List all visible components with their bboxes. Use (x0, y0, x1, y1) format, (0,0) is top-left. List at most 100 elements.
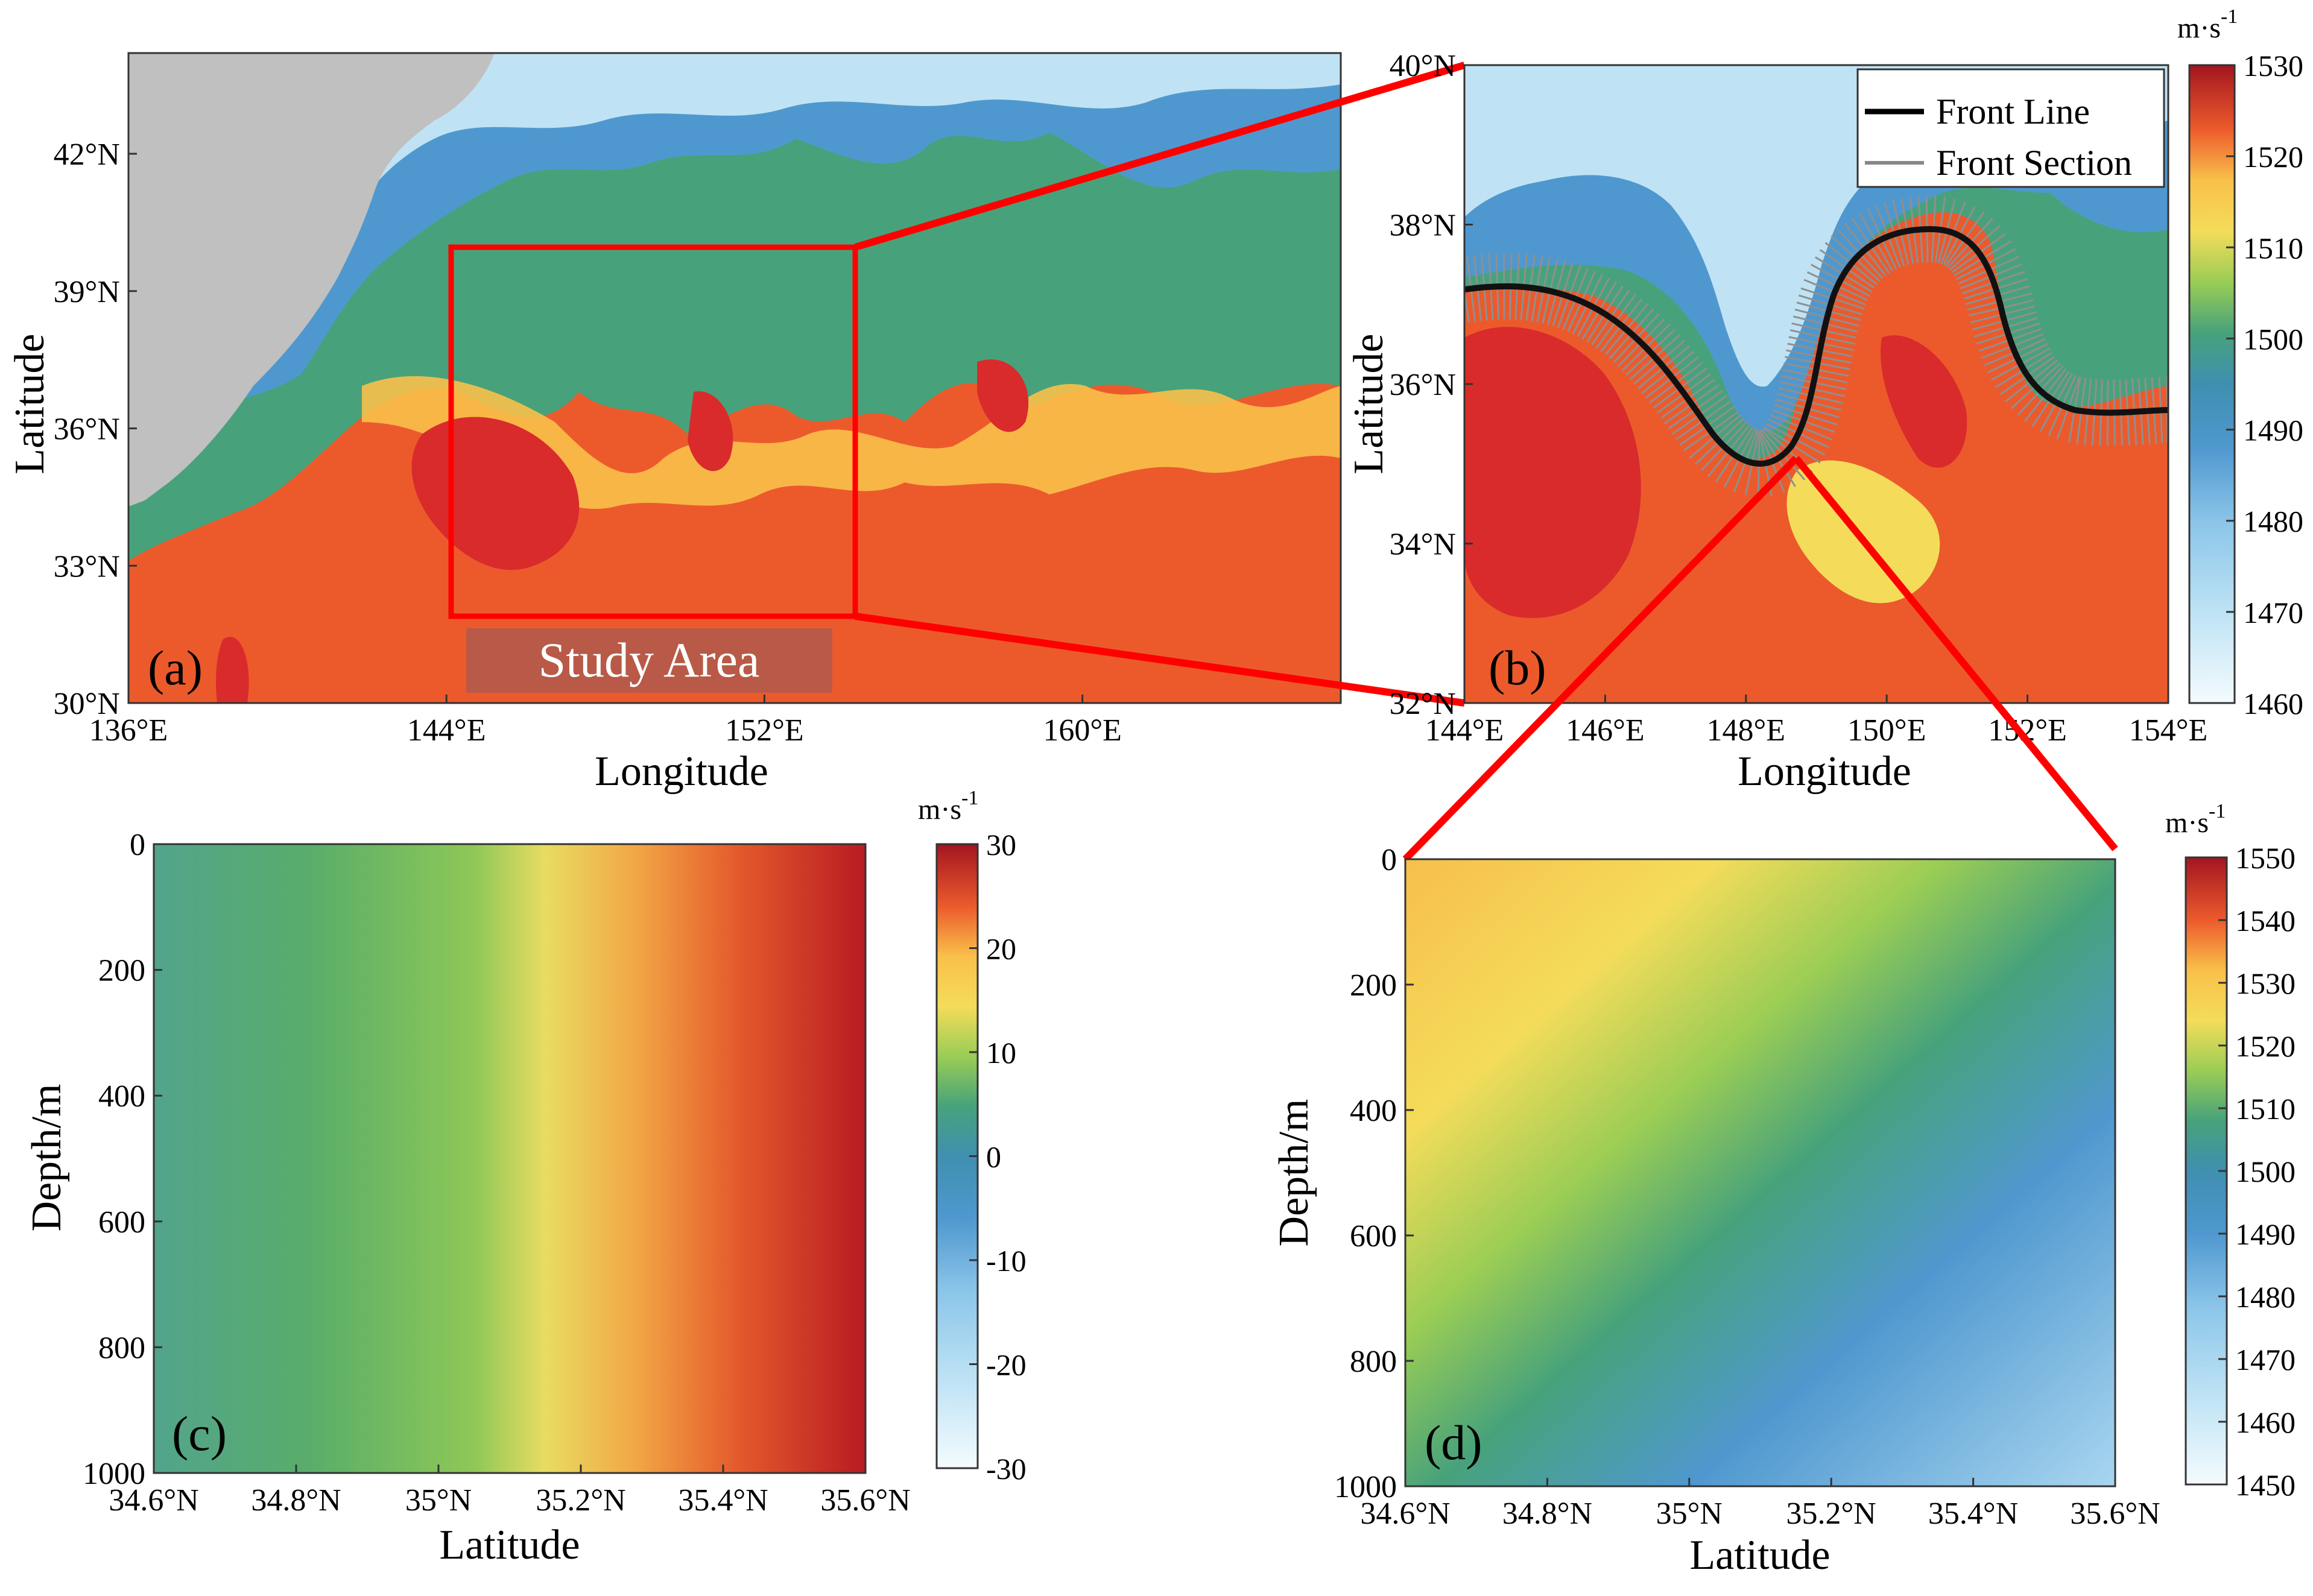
panel-b-legend: Front Line Front Section (1856, 68, 2165, 188)
xtick-label: 154°E (2129, 713, 2208, 748)
panel-b-colorbar-ticks: 1460 1470 1480 1490 1500 1510 1520 1530 (2226, 49, 2303, 721)
colorbar-tick-label: 30 (986, 828, 1016, 862)
panel-c-colorbar: 30 20 10 0 -10 -20 -30 m·s-1 (918, 787, 1027, 1486)
legend-front-section-label: Front Section (1936, 143, 2132, 183)
ytick-label: 800 (1350, 1345, 1397, 1379)
xtick-label: 144°E (1425, 713, 1504, 748)
ytick-label: 36°N (54, 412, 120, 447)
xtick-label: 136°E (89, 713, 168, 748)
colorbar-tick-label: -10 (986, 1244, 1027, 1278)
panel-a-coldest-waters (128, 53, 1341, 386)
panel-b-colorbar-bar (2188, 64, 2236, 704)
colorbar-tick-label: 10 (986, 1036, 1016, 1070)
xtick-label: 152°E (725, 713, 804, 748)
xtick-label: 34.6°N (1360, 1497, 1450, 1531)
xtick-label: 146°E (1566, 713, 1645, 748)
xtick-label: 34.6°N (109, 1483, 198, 1518)
panel-a-yticks: 30°N 33°N 36°N 39°N 42°N (54, 137, 137, 721)
panel-c-ylabel: Depth/m (24, 1084, 70, 1232)
xtick-label: 35°N (1656, 1497, 1723, 1531)
xtick-label: 160°E (1043, 713, 1122, 748)
xtick-label: 35.2°N (1786, 1497, 1876, 1531)
ytick-label: 600 (98, 1205, 145, 1240)
panel-c-colorbar-unit: m·s-1 (918, 787, 978, 825)
panel-d-colorbar-unit: m·s-1 (2165, 800, 2226, 839)
study-area-label-bg (466, 628, 832, 693)
panel-d-frame (1404, 858, 2116, 1487)
xtick-label: 35.6°N (820, 1483, 910, 1518)
ytick-label: 42°N (54, 137, 120, 172)
panel-d-ylabel: Depth/m (1271, 1099, 1317, 1247)
xtick-label: 35.2°N (536, 1483, 625, 1518)
colorbar-tick-label: -20 (986, 1348, 1027, 1382)
panel-b-ylabel: Latitude (1346, 333, 1392, 474)
ytick-label: 200 (98, 954, 145, 988)
panel-b-coldest-waters (1464, 65, 2168, 387)
ytick-label: 400 (98, 1079, 145, 1114)
panel-b-yticks: 32°N 34°N 36°N 38°N 40°N (1390, 49, 1473, 721)
xtick-label: 144°E (407, 713, 486, 748)
panel-d-unit-exp: -1 (2209, 800, 2226, 822)
zoom-line-top (854, 62, 1466, 251)
panel-b-warm-core (1464, 327, 1641, 619)
panel-d-colorbar-bar (2185, 856, 2228, 1486)
front-section-line (1464, 282, 1470, 323)
colorbar-tick-label: 1530 (2235, 967, 2296, 1000)
panel-b: Front Line Front Section (b) 144°E 146°E 1… (1346, 5, 2303, 795)
ytick-label: 36°N (1390, 368, 1456, 402)
panel-c-letter: (c) (172, 1406, 227, 1461)
colorbar-tick-label: 1520 (2235, 1029, 2296, 1063)
colorbar-tick-label: 1540 (2235, 904, 2296, 938)
ytick-label: 38°N (1390, 209, 1456, 243)
colorbar-tick-label: 1530 (2243, 49, 2303, 83)
colorbar-tick-label: 1460 (2235, 1405, 2296, 1439)
panel-a-front-yellow (362, 376, 1341, 509)
panel-a-warm-core-4 (216, 637, 249, 703)
xtick-label: 35.4°N (1928, 1497, 2018, 1531)
panel-a-land (128, 53, 495, 506)
xtick-label: 35.6°N (2070, 1497, 2160, 1531)
panel-c-yticks: 0 200 400 600 800 1000 (83, 828, 162, 1491)
ytick-label: 33°N (54, 549, 120, 584)
panel-d-xticks: 34.6°N 34.8°N 35°N 35.2°N 35.4°N 35.6°N (1360, 1478, 2160, 1531)
colorbar-tick-label: 1510 (2235, 1092, 2296, 1126)
panel-b-colorbar-unit: m·s-1 (2177, 5, 2238, 44)
study-area-label: Study Area (539, 632, 760, 687)
colorbar-tick-label: 20 (986, 932, 1016, 966)
section-line-left (1402, 455, 1799, 862)
panel-c-field (154, 844, 865, 1473)
ytick-label: 0 (1381, 843, 1397, 877)
ytick-label: 1000 (83, 1457, 145, 1491)
colorbar-tick-label: 1550 (2235, 841, 2296, 875)
xtick-label: 148°E (1707, 713, 1786, 748)
ytick-label: 800 (98, 1331, 145, 1365)
xtick-label: 35°N (405, 1483, 472, 1518)
panel-a-frame (127, 52, 1342, 704)
zoom-line-bottom (855, 613, 1465, 707)
colorbar-tick-label: 1450 (2235, 1468, 2296, 1502)
panel-c-xlabel: Latitude (439, 1522, 580, 1568)
panel-d-yticks: 0 200 400 600 800 1000 (1334, 843, 1414, 1504)
panel-a-letter: (a) (148, 640, 203, 695)
panel-b-warm-core-2 (1881, 335, 1967, 468)
panel-c-xticks: 34.6°N 34.8°N 35°N 35.2°N 35.4°N 35.6°N (109, 1465, 911, 1518)
colorbar-tick-label: -30 (986, 1452, 1027, 1486)
panel-a-xlabel: Longitude (595, 748, 768, 795)
panel-b-unit-exp: -1 (2221, 5, 2238, 28)
colorbar-tick-label: 1500 (2243, 322, 2303, 356)
study-area-box (448, 244, 858, 619)
ytick-label: 32°N (1390, 687, 1456, 721)
panel-b-letter: (b) (1489, 640, 1546, 695)
ytick-label: 40°N (1390, 49, 1456, 83)
colorbar-tick-label: 1490 (2235, 1217, 2296, 1251)
panel-a-map (128, 53, 1341, 703)
panel-b-xlabel: Longitude (1738, 748, 1911, 795)
panel-b-xticks: 144°E 146°E 148°E 150°E 152°E 154°E (1425, 695, 2208, 748)
ytick-label: 1000 (1334, 1470, 1397, 1504)
ytick-label: 34°N (1390, 528, 1456, 562)
panel-b-unit-text: m·s (2177, 12, 2221, 44)
ytick-label: 30°N (54, 687, 120, 721)
ytick-label: 200 (1350, 968, 1397, 1003)
colorbar-tick-label: 1500 (2235, 1155, 2296, 1188)
